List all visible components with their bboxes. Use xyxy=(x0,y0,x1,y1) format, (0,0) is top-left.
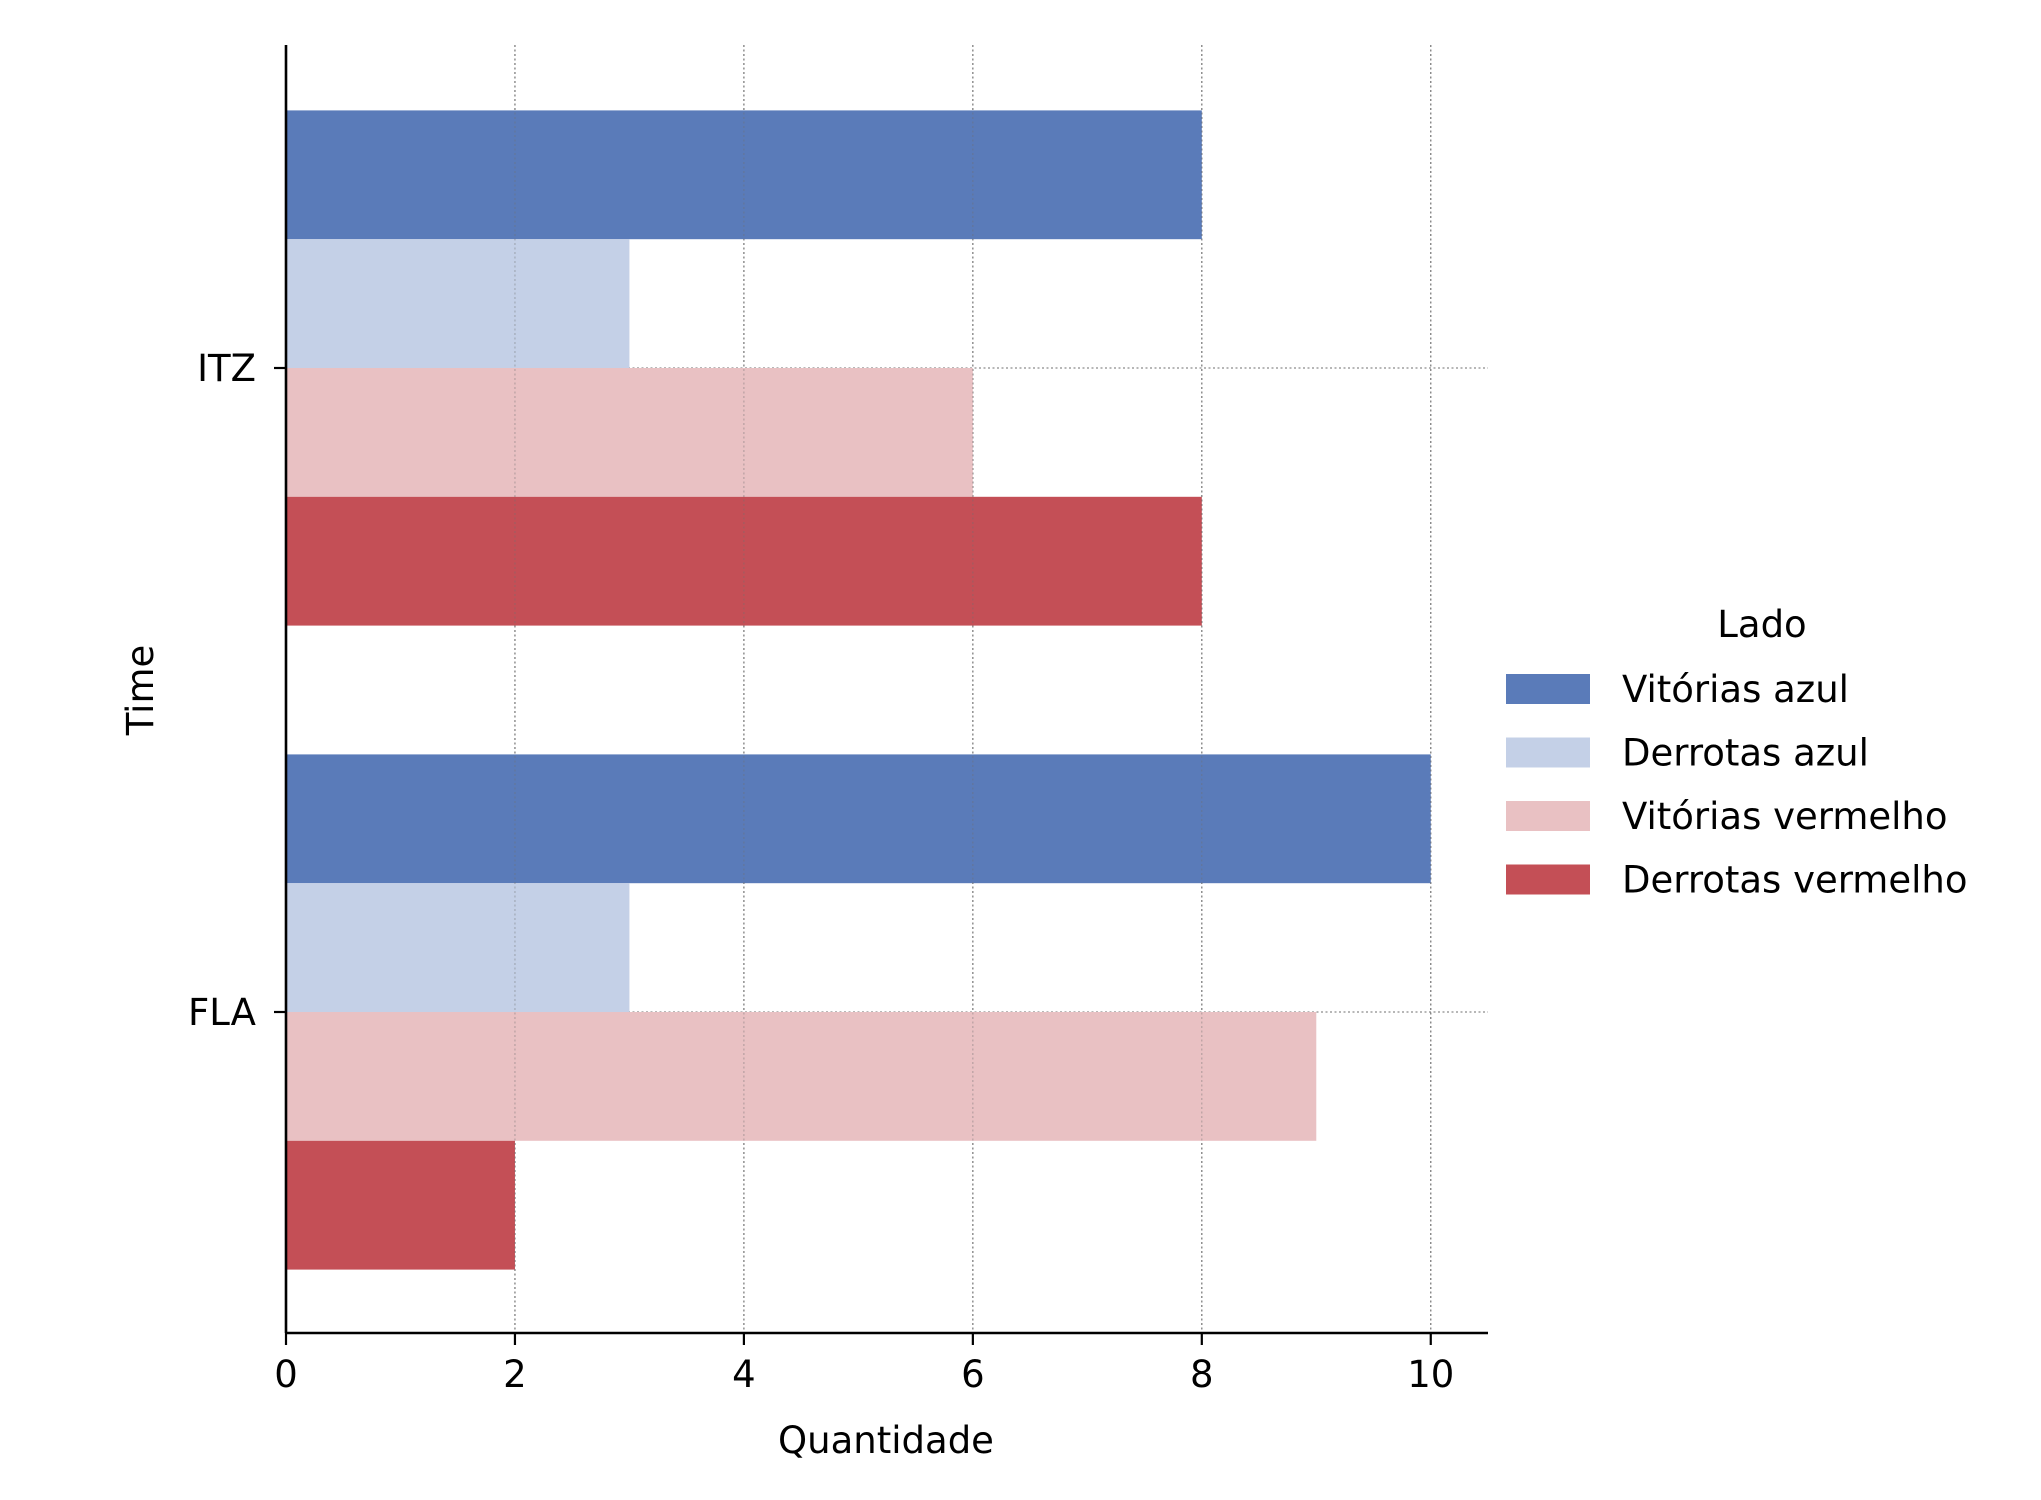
y-axis-label: Time xyxy=(119,645,162,737)
bar xyxy=(286,496,1202,626)
x-axis-label: Quantidade xyxy=(778,1419,994,1462)
bar xyxy=(286,110,1202,240)
legend-label: Vitórias vermelho xyxy=(1622,795,1948,838)
y-tick-label: ITZ xyxy=(197,347,256,390)
legend-swatch xyxy=(1506,674,1590,704)
tick-labels: 0 2 4 6 8 10 ITZ FLA xyxy=(188,347,1454,1396)
axes xyxy=(284,45,1488,1335)
legend-label: Vitórias azul xyxy=(1622,668,1849,711)
bar xyxy=(286,754,1431,884)
legend-swatch xyxy=(1506,801,1590,831)
x-tick-label: 0 xyxy=(274,1353,298,1396)
y-tick-label: FLA xyxy=(188,991,256,1034)
legend-swatch xyxy=(1506,864,1590,895)
legend-swatch xyxy=(1506,737,1590,768)
bars xyxy=(285,45,1432,1333)
x-tick-label: 4 xyxy=(732,1353,756,1396)
x-tick-label: 8 xyxy=(1190,1353,1214,1396)
legend-label: Derrotas vermelho xyxy=(1622,859,1967,902)
legend: Lado Vitórias azul Derrotas azul Vitórias … xyxy=(1506,603,1967,902)
bar xyxy=(286,1140,515,1270)
x-tick-label: 6 xyxy=(961,1353,985,1396)
legend-label: Derrotas azul xyxy=(1622,732,1869,775)
bar xyxy=(286,368,973,497)
legend-title: Lado xyxy=(1717,603,1806,646)
bar xyxy=(286,883,630,1012)
bar xyxy=(286,1012,1317,1141)
x-tick-label: 10 xyxy=(1407,1353,1454,1396)
x-tick-label: 2 xyxy=(503,1353,527,1396)
bar xyxy=(286,239,630,368)
